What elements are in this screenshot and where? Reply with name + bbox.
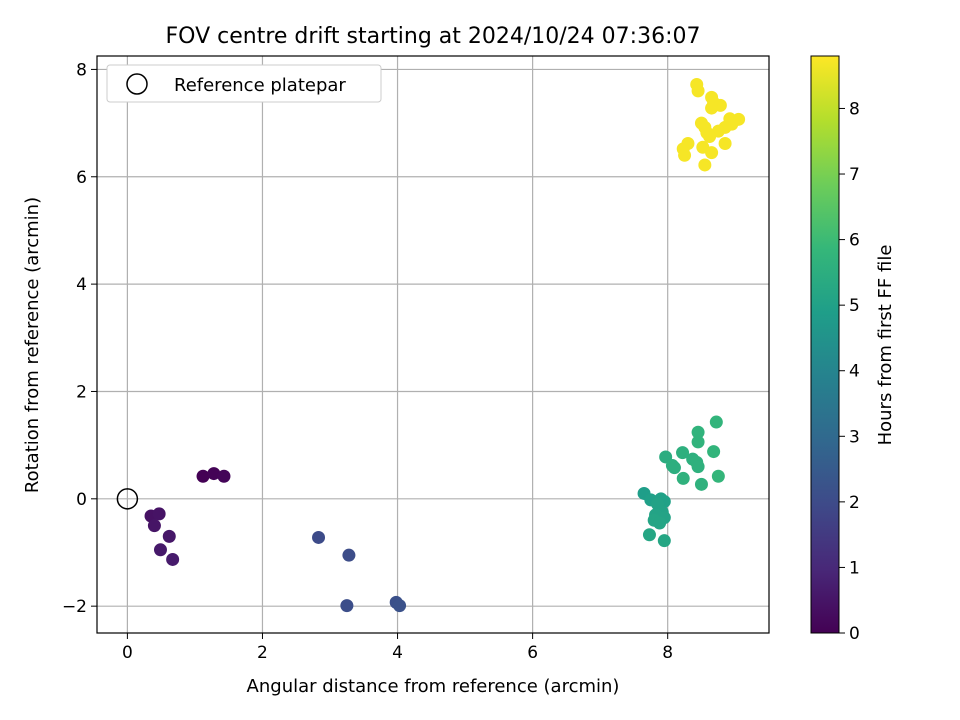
data-point — [707, 445, 721, 459]
legend-marker — [126, 73, 148, 95]
y-axis-label: Rotation from reference (arcmin) — [22, 197, 43, 493]
data-point — [691, 425, 705, 439]
colorbar-tick-label: 1 — [849, 558, 860, 578]
reference-platepar-marker — [116, 488, 139, 510]
data-point — [676, 471, 690, 485]
legend-box — [106, 64, 382, 103]
data-point — [698, 158, 712, 172]
data-point — [694, 477, 708, 491]
data-point — [691, 435, 705, 449]
data-point — [152, 507, 166, 521]
colorbar-tick-label: 2 — [849, 493, 860, 513]
data-points — [144, 77, 746, 613]
colorbar-label: Hours from first FF file — [875, 245, 896, 446]
colorbar-ticks: 0 1 2 3 4 5 6 7 8 — [839, 99, 860, 644]
data-point — [342, 548, 356, 562]
data-point — [147, 519, 161, 533]
x-tick-label: 0 — [122, 643, 133, 663]
data-point — [312, 530, 326, 544]
data-point — [709, 415, 723, 429]
data-point — [657, 534, 671, 548]
data-point — [393, 599, 407, 613]
grid-lines — [97, 56, 769, 633]
y-tick-label: 4 — [76, 275, 87, 295]
x-tick-label: 4 — [392, 643, 403, 663]
data-point — [711, 469, 725, 483]
data-point — [678, 148, 692, 162]
colorbar-tick-label: 6 — [849, 231, 860, 251]
plot-frame — [96, 55, 770, 634]
data-point — [153, 543, 167, 557]
y-axis-ticks: −2 0 2 4 6 8 — [62, 60, 97, 617]
colorbar: 0 1 2 3 4 5 6 7 8 Hours from first FF file — [810, 55, 896, 644]
chart-title: FOV centre drift starting at 2024/10/24 … — [166, 24, 701, 49]
reference-marker-group — [116, 488, 139, 510]
y-tick-label: 8 — [76, 60, 87, 80]
x-tick-label: 2 — [257, 643, 268, 663]
data-point — [196, 469, 210, 483]
colorbar-tick-label: 5 — [849, 296, 860, 316]
data-point — [653, 516, 667, 530]
data-point — [162, 529, 176, 543]
data-point — [691, 84, 705, 98]
x-axis-label: Angular distance from reference (arcmin) — [247, 676, 620, 697]
y-tick-label: −2 — [62, 597, 87, 617]
data-point — [207, 467, 221, 481]
y-tick-label: 2 — [76, 382, 87, 402]
data-point — [676, 446, 690, 460]
data-point — [691, 460, 705, 474]
colorbar-gradient — [810, 55, 840, 634]
data-point — [340, 599, 354, 613]
data-point — [667, 461, 681, 475]
data-point — [217, 469, 231, 483]
data-point — [166, 552, 180, 566]
data-point — [718, 136, 732, 150]
data-point — [642, 528, 656, 542]
x-tick-label: 8 — [662, 643, 673, 663]
data-point — [705, 146, 719, 160]
colorbar-tick-label: 7 — [849, 165, 860, 185]
colorbar-tick-label: 4 — [849, 362, 860, 382]
y-tick-label: 6 — [76, 168, 87, 188]
y-tick-label: 0 — [76, 490, 87, 510]
colorbar-tick-label: 8 — [849, 99, 860, 119]
legend: Reference platepar — [106, 64, 382, 103]
colorbar-tick-label: 3 — [849, 427, 860, 447]
data-point — [705, 101, 719, 115]
legend-entry-label: Reference platepar — [174, 75, 346, 96]
data-point — [703, 130, 717, 144]
colorbar-tick-label: 0 — [849, 624, 860, 644]
x-axis-ticks: 0 2 4 6 8 — [122, 633, 673, 663]
x-tick-label: 6 — [527, 643, 538, 663]
